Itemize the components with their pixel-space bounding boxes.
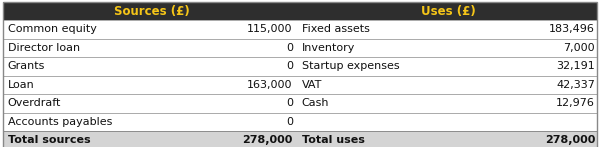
Bar bbox=[3, 57, 597, 76]
Text: Total uses: Total uses bbox=[302, 135, 365, 145]
Text: 278,000: 278,000 bbox=[545, 135, 595, 145]
Bar bbox=[3, 76, 597, 94]
Text: Sources (£): Sources (£) bbox=[113, 5, 190, 17]
Text: Startup expenses: Startup expenses bbox=[302, 61, 400, 71]
Text: Fixed assets: Fixed assets bbox=[302, 24, 370, 34]
Text: Accounts payables: Accounts payables bbox=[8, 117, 112, 127]
Bar bbox=[3, 131, 597, 147]
Text: 0: 0 bbox=[286, 98, 293, 108]
Text: 32,191: 32,191 bbox=[556, 61, 595, 71]
Text: 183,496: 183,496 bbox=[550, 24, 595, 34]
Text: Uses (£): Uses (£) bbox=[421, 5, 476, 17]
Text: Common equity: Common equity bbox=[8, 24, 97, 34]
Text: 0: 0 bbox=[286, 43, 293, 53]
Text: Loan: Loan bbox=[8, 80, 35, 90]
Text: 7,000: 7,000 bbox=[563, 43, 595, 53]
Text: VAT: VAT bbox=[302, 80, 322, 90]
Text: 42,337: 42,337 bbox=[556, 80, 595, 90]
Bar bbox=[3, 94, 597, 112]
Text: Cash: Cash bbox=[302, 98, 329, 108]
Bar bbox=[3, 2, 597, 20]
Text: Inventory: Inventory bbox=[302, 43, 355, 53]
Text: 0: 0 bbox=[286, 61, 293, 71]
Text: Total sources: Total sources bbox=[8, 135, 91, 145]
Text: 163,000: 163,000 bbox=[247, 80, 293, 90]
Text: 0: 0 bbox=[286, 117, 293, 127]
Bar bbox=[3, 39, 597, 57]
Text: Director loan: Director loan bbox=[8, 43, 80, 53]
Bar bbox=[3, 112, 597, 131]
Text: Overdraft: Overdraft bbox=[8, 98, 61, 108]
Text: 12,976: 12,976 bbox=[556, 98, 595, 108]
Text: Grants: Grants bbox=[8, 61, 45, 71]
Bar bbox=[3, 20, 597, 39]
Text: 115,000: 115,000 bbox=[247, 24, 293, 34]
Text: 278,000: 278,000 bbox=[242, 135, 293, 145]
